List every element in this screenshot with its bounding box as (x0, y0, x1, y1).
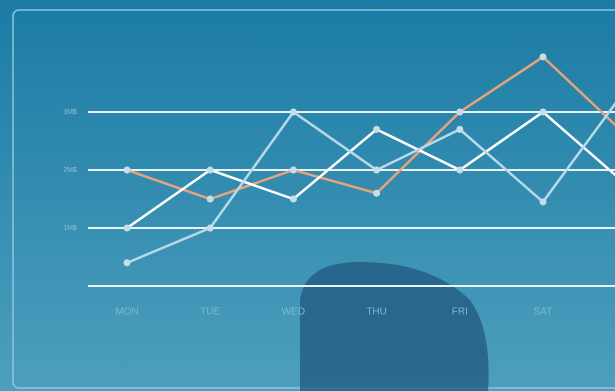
data-point (206, 166, 214, 174)
x-tick-label: THU (366, 307, 387, 318)
data-point (123, 224, 131, 232)
data-point (373, 166, 381, 174)
x-tick-label: FRI (452, 307, 468, 318)
data-point (289, 195, 297, 203)
y-tick-label: 1M$ (63, 225, 77, 232)
x-tick-label: MON (115, 307, 138, 318)
data-point (206, 195, 214, 203)
data-point (289, 108, 297, 116)
data-point (289, 166, 297, 174)
data-point (373, 125, 381, 133)
data-point (456, 166, 464, 174)
data-point (373, 189, 381, 197)
x-tick-label: WED (282, 307, 305, 318)
data-point (456, 108, 464, 116)
data-point (539, 108, 547, 116)
data-point (123, 166, 131, 174)
y-tick-label: 2M$ (63, 167, 77, 174)
data-point (456, 125, 464, 133)
data-point (539, 53, 547, 61)
x-tick-label: TUE (200, 307, 220, 318)
x-tick-label: SAT (534, 307, 553, 318)
y-tick-label: 3M$ (63, 109, 77, 116)
plot: 1M$ 2M$ 3M$ MON TUE WED THU FRI SAT (63, 53, 615, 318)
silhouette (300, 262, 489, 391)
data-point (539, 198, 547, 206)
data-point (123, 259, 131, 267)
data-point (206, 224, 214, 232)
